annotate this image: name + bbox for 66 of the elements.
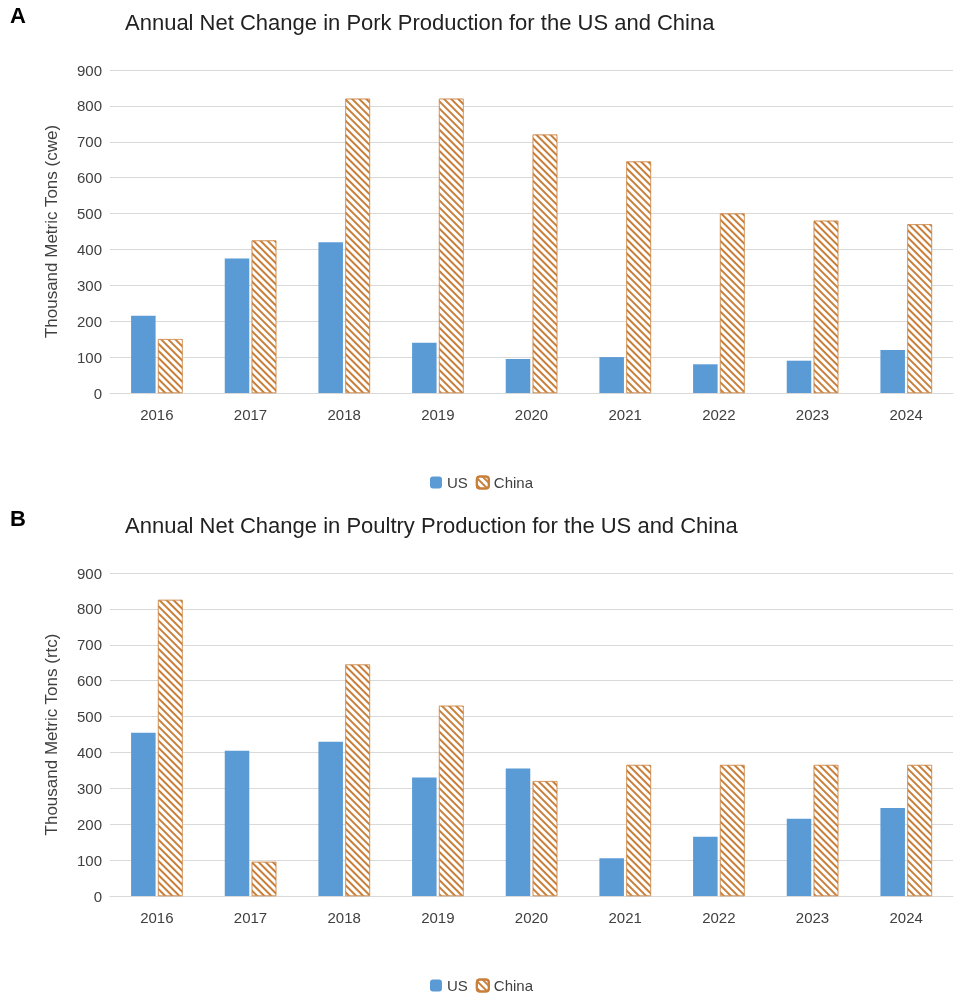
- bar: [599, 858, 624, 896]
- y-tick-label: 100: [76, 851, 102, 869]
- x-tick-label: 2023: [795, 909, 830, 926]
- y-tick-label: 200: [76, 815, 102, 833]
- y-tick-label: 0: [93, 384, 102, 402]
- text: B: [10, 505, 26, 531]
- bar: [505, 358, 531, 393]
- x-tick-label: 2016: [140, 909, 174, 926]
- x-tick-label: 2018: [327, 909, 361, 926]
- legend-label: US: [446, 474, 468, 491]
- x-tick-label: 2019: [421, 909, 455, 926]
- x-tick-label: 2023: [795, 406, 830, 423]
- bar: [412, 342, 437, 393]
- y-tick-label: 600: [76, 672, 102, 690]
- bar: [599, 357, 624, 393]
- x-tick-label: 2024: [889, 406, 923, 423]
- bar: [693, 836, 718, 896]
- y-axis-title: Thousand Metric Tons (rtc): [42, 633, 61, 836]
- y-axis-title: Thousand Metric Tons (cwe): [42, 124, 61, 339]
- x-tick-label: 2022: [702, 406, 736, 423]
- y-tick-label: 700: [76, 636, 102, 654]
- bar: [880, 808, 905, 896]
- y-tick-label: 500: [76, 205, 102, 223]
- chart-title: Annual Net Change in Poultry Production for the US and China: [125, 512, 739, 538]
- bar: [224, 258, 250, 393]
- x-tick-label: 2020: [514, 909, 549, 926]
- x-tick-label: 2017: [233, 909, 268, 926]
- bar: [412, 777, 437, 896]
- y-tick-label: 100: [76, 348, 102, 366]
- legend-label: China: [493, 474, 534, 491]
- x-tick-label: 2021: [608, 406, 642, 423]
- chart-title: Annual Net Change in Pork Production for the US and China: [125, 9, 716, 35]
- x-tick-label: 2021: [608, 909, 642, 926]
- y-tick-label: 600: [76, 169, 102, 187]
- bar: [318, 242, 343, 393]
- y-tick-label: 800: [76, 600, 102, 618]
- bar: [131, 315, 156, 393]
- bar: [131, 732, 156, 896]
- bar: [224, 750, 250, 896]
- y-tick-label: 700: [76, 133, 102, 151]
- legend-label: US: [446, 977, 468, 994]
- y-tick-label: 400: [76, 240, 102, 258]
- y-tick-label: 900: [76, 61, 102, 79]
- y-tick-label: 0: [93, 887, 102, 905]
- y-tick-label: 900: [76, 564, 102, 582]
- bar: [693, 364, 718, 393]
- y-tick-label: 500: [76, 708, 102, 726]
- x-tick-label: 2020: [514, 406, 549, 423]
- x-tick-label: 2024: [889, 909, 923, 926]
- y-tick-label: 200: [76, 312, 102, 330]
- y-tick-label: 800: [76, 97, 102, 115]
- y-tick-label: 300: [76, 779, 102, 797]
- x-tick-label: 2018: [327, 406, 361, 423]
- bar: [786, 818, 812, 896]
- bar: [318, 741, 343, 896]
- text: A: [10, 2, 26, 28]
- x-tick-label: 2016: [140, 406, 174, 423]
- y-tick-label: 300: [76, 276, 102, 294]
- x-tick-label: 2022: [702, 909, 736, 926]
- bar: [786, 360, 812, 393]
- y-tick-label: 400: [76, 743, 102, 761]
- bar: [880, 349, 905, 393]
- x-tick-label: 2017: [233, 406, 268, 423]
- legend-label: China: [493, 977, 534, 994]
- x-tick-label: 2019: [421, 406, 455, 423]
- bar: [505, 768, 531, 896]
